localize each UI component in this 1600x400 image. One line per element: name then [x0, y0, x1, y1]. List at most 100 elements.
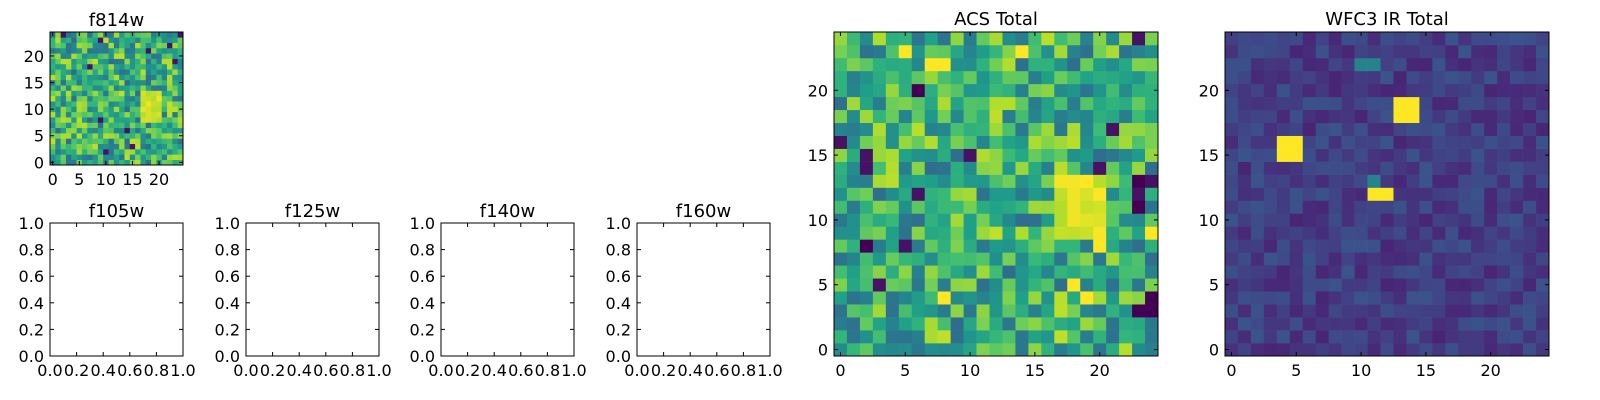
x-axis-ticks: 0 5 10 15 20 — [835, 32, 1110, 380]
heatmap-cell — [145, 159, 152, 166]
heatmap-cell — [1080, 317, 1094, 331]
heatmap-cell — [976, 187, 990, 201]
heatmap-cell — [76, 101, 83, 107]
heatmap-cell — [71, 74, 77, 81]
heatmap-cell — [1484, 278, 1498, 292]
heatmap-cell — [1393, 330, 1407, 344]
heatmap-cell — [950, 330, 964, 344]
heatmap-cell — [135, 37, 141, 43]
heatmap-cell — [135, 58, 141, 65]
heatmap-cell — [92, 127, 99, 134]
heatmap-cell — [1523, 213, 1537, 227]
heatmap-cell — [1354, 317, 1368, 331]
heatmap-cell — [135, 101, 141, 107]
heatmap-cell — [911, 317, 926, 331]
heatmap-cell — [1393, 239, 1407, 253]
heatmap-cell — [156, 37, 163, 43]
heatmap-cell — [60, 90, 67, 97]
heatmap-cell — [1471, 278, 1485, 292]
heatmap-cell — [846, 265, 861, 279]
heatmap-cell — [911, 330, 926, 344]
heatmap-cell — [1015, 109, 1029, 124]
heatmap-cell — [119, 53, 125, 59]
heatmap-cell — [1276, 226, 1291, 240]
heatmap-cell — [1341, 122, 1355, 136]
heatmap-cell — [81, 133, 88, 139]
heatmap-cell — [1106, 161, 1120, 175]
heatmap-cell — [924, 200, 938, 214]
heatmap-cell — [119, 47, 125, 54]
heatmap-cell — [1471, 343, 1485, 357]
heatmap-cell — [1523, 200, 1537, 214]
heatmap-cell — [1458, 174, 1472, 188]
heatmap-cell — [1106, 57, 1120, 72]
heatmap-cell — [1080, 343, 1094, 357]
panel-f140w: f140w 0.0 0.2 0.4 0.6 0.8 1.0 0.00.20.40.60.8… — [410, 201, 587, 380]
heatmap-cell — [1536, 148, 1550, 162]
heatmap-cell — [846, 161, 861, 175]
heatmap-cell — [1432, 135, 1446, 149]
heatmap-cell — [885, 304, 900, 318]
heatmap-cell — [1054, 278, 1068, 292]
heatmap-cell — [1354, 44, 1368, 59]
heatmap-cell — [145, 154, 152, 160]
heatmap-cell — [1080, 291, 1094, 305]
heatmap-cell — [140, 90, 147, 97]
heatmap-cell — [1341, 291, 1355, 305]
y-axis-ticks: 0.00.20.40.60.81.0 — [606, 214, 770, 366]
heatmap-cell — [1406, 135, 1420, 149]
heatmap-cell — [81, 58, 88, 65]
heatmap-cell — [55, 47, 61, 54]
heatmap-cell — [1419, 343, 1433, 357]
y-tick-label: 5 — [1209, 276, 1219, 295]
heatmap-cell — [1289, 44, 1304, 59]
heatmap-cell — [92, 47, 99, 54]
heatmap-cell — [885, 187, 900, 201]
heatmap-cell — [1237, 109, 1252, 124]
heatmap-cell — [1484, 265, 1498, 279]
heatmap-cell — [1237, 304, 1252, 318]
heatmap-cell — [1406, 291, 1420, 305]
x-tick-label: 1.0 — [757, 361, 782, 380]
heatmap-cell — [1510, 70, 1524, 85]
heatmap-cell — [71, 122, 77, 129]
heatmap-cell — [1225, 343, 1239, 357]
heatmap-cell — [846, 57, 861, 72]
heatmap-cell — [151, 95, 157, 102]
heatmap-cell — [135, 53, 141, 59]
heatmap-cell — [1354, 239, 1368, 253]
heatmap-cell — [145, 95, 152, 102]
heatmap-cell — [92, 154, 99, 160]
heatmap-cell — [1276, 83, 1291, 98]
heatmap-cell — [1315, 83, 1329, 98]
heatmap-cell — [71, 58, 77, 65]
heatmap-cell — [1225, 109, 1239, 124]
heatmap-cell — [1536, 278, 1550, 292]
heatmap-cell — [1250, 32, 1265, 46]
heatmap-cell — [924, 70, 938, 85]
heatmap-cell — [1432, 213, 1446, 227]
heatmap-cell — [1054, 148, 1068, 162]
heatmap-cell — [1145, 317, 1159, 331]
heatmap-cell — [156, 122, 163, 129]
heatmap-cell — [1419, 330, 1433, 344]
heatmap-cell — [103, 74, 109, 81]
heatmap-cell — [1328, 330, 1342, 344]
heatmap-cell — [55, 106, 61, 113]
heatmap-cell — [1250, 174, 1265, 188]
heatmap-cell — [834, 161, 848, 175]
heatmap-cell — [924, 317, 938, 331]
y-tick-label: 0 — [1209, 341, 1219, 360]
heatmap-cell — [151, 154, 157, 160]
heatmap-cell — [898, 187, 913, 201]
heatmap-cell — [846, 226, 861, 240]
heatmap-cell — [911, 44, 926, 59]
heatmap-cell — [937, 109, 951, 124]
heatmap-cell — [950, 187, 964, 201]
heatmap-cell — [81, 37, 88, 43]
heatmap-cell — [1250, 122, 1265, 136]
heatmap-cell — [1536, 122, 1550, 136]
heatmap-cell — [172, 127, 178, 134]
heatmap-cell — [161, 47, 168, 54]
